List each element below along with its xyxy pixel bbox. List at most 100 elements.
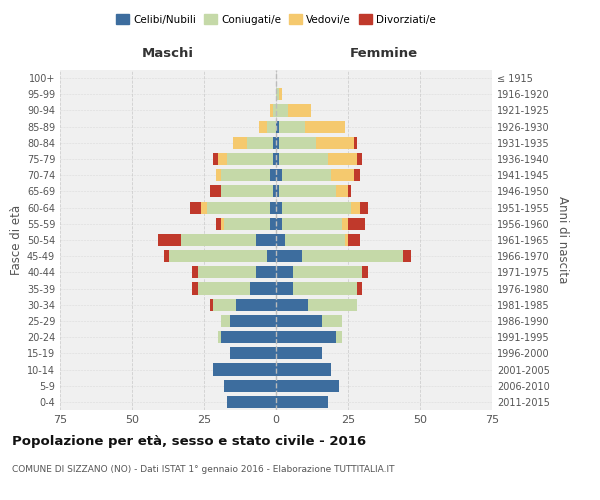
Bar [190, 202, 201, 213]
Bar [215, 218, 221, 230]
Bar [210, 186, 221, 198]
Bar [348, 186, 351, 198]
Bar [328, 153, 356, 165]
Bar [356, 282, 362, 294]
Bar [259, 120, 268, 132]
Bar [348, 234, 359, 246]
Y-axis label: Anni di nascita: Anni di nascita [556, 196, 569, 284]
Bar [227, 396, 276, 408]
Bar [279, 120, 305, 132]
Bar [276, 88, 279, 101]
Bar [212, 298, 236, 311]
Bar [308, 298, 356, 311]
Bar [158, 234, 181, 246]
Bar [270, 169, 276, 181]
Bar [276, 331, 337, 343]
Bar [279, 88, 282, 101]
Bar [212, 153, 218, 165]
Bar [256, 266, 276, 278]
Bar [236, 298, 276, 311]
Bar [250, 282, 276, 294]
Bar [282, 218, 342, 230]
Bar [279, 186, 337, 198]
Bar [276, 348, 322, 360]
Bar [287, 104, 311, 117]
Bar [322, 315, 342, 327]
Bar [268, 250, 276, 262]
Bar [359, 202, 368, 213]
Bar [207, 202, 270, 213]
Bar [270, 104, 273, 117]
Bar [273, 153, 276, 165]
Bar [224, 218, 270, 230]
Bar [230, 348, 276, 360]
Bar [193, 266, 198, 278]
Bar [221, 218, 224, 230]
Bar [293, 266, 362, 278]
Bar [276, 120, 279, 132]
Bar [215, 169, 221, 181]
Bar [293, 282, 356, 294]
Bar [276, 266, 293, 278]
Bar [276, 364, 331, 376]
Bar [221, 331, 276, 343]
Bar [282, 169, 331, 181]
Bar [276, 396, 328, 408]
Bar [218, 331, 221, 343]
Bar [256, 234, 276, 246]
Bar [270, 202, 276, 213]
Bar [354, 137, 356, 149]
Bar [331, 169, 354, 181]
Bar [403, 250, 412, 262]
Bar [276, 250, 302, 262]
Legend: Celibi/Nubili, Coniugati/e, Vedovi/e, Divorziati/e: Celibi/Nubili, Coniugati/e, Vedovi/e, Di… [112, 10, 440, 29]
Bar [356, 153, 362, 165]
Bar [276, 315, 322, 327]
Bar [230, 315, 276, 327]
Bar [342, 218, 348, 230]
Bar [273, 186, 276, 198]
Bar [276, 282, 293, 294]
Bar [218, 153, 227, 165]
Bar [276, 104, 287, 117]
Bar [227, 153, 273, 165]
Bar [247, 137, 273, 149]
Bar [302, 250, 403, 262]
Bar [337, 186, 348, 198]
Bar [337, 331, 342, 343]
Bar [276, 218, 282, 230]
Bar [212, 364, 276, 376]
Text: Maschi: Maschi [142, 48, 194, 60]
Bar [345, 234, 348, 246]
Bar [276, 153, 279, 165]
Text: Popolazione per età, sesso e stato civile - 2016: Popolazione per età, sesso e stato civil… [12, 435, 366, 448]
Y-axis label: Fasce di età: Fasce di età [10, 205, 23, 275]
Bar [210, 298, 212, 311]
Bar [284, 234, 345, 246]
Bar [273, 137, 276, 149]
Bar [362, 266, 368, 278]
Bar [198, 266, 256, 278]
Bar [169, 250, 268, 262]
Bar [221, 186, 273, 198]
Bar [276, 186, 279, 198]
Bar [221, 169, 270, 181]
Bar [279, 153, 328, 165]
Bar [316, 137, 354, 149]
Bar [221, 315, 230, 327]
Bar [348, 218, 365, 230]
Bar [351, 202, 359, 213]
Bar [233, 137, 247, 149]
Bar [224, 380, 276, 392]
Bar [273, 104, 276, 117]
Bar [305, 120, 345, 132]
Bar [201, 202, 207, 213]
Bar [276, 137, 279, 149]
Bar [282, 202, 351, 213]
Bar [276, 202, 282, 213]
Bar [164, 250, 169, 262]
Bar [198, 282, 250, 294]
Bar [276, 169, 282, 181]
Text: COMUNE DI SIZZANO (NO) - Dati ISTAT 1° gennaio 2016 - Elaborazione TUTTITALIA.IT: COMUNE DI SIZZANO (NO) - Dati ISTAT 1° g… [12, 465, 395, 474]
Bar [354, 169, 359, 181]
